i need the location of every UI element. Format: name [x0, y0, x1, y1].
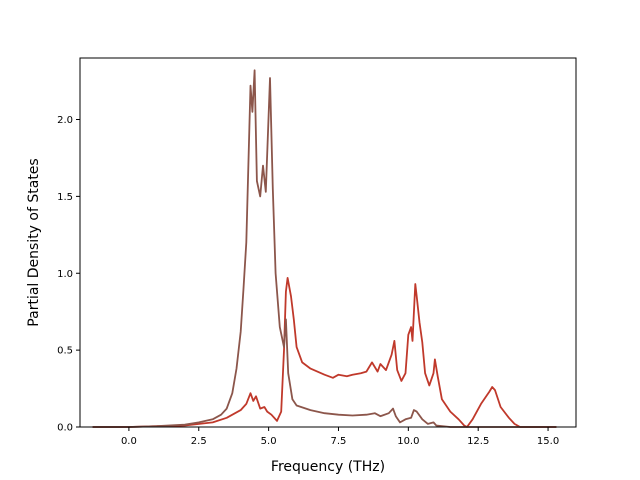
y-tick-label: 1.5 [57, 192, 73, 203]
x-tick-label: 0.0 [121, 436, 137, 447]
ticks-layer: 0.0 2.5 5.0 7.5 10.0 12.5 15.0 0.0 0.5 1.0 1.5 2.0 [57, 115, 559, 447]
plot-frame [79, 57, 577, 428]
x-tick-label: 10.0 [397, 436, 419, 447]
x-tick-label: 7.5 [331, 436, 347, 447]
y-axis-label: Partial Density of States [26, 158, 42, 326]
y-tick-label: 2.0 [57, 115, 73, 126]
y-tick-label: 1.0 [57, 269, 73, 280]
series-line-2 [92, 69, 557, 428]
y-tick-label: 0.5 [57, 346, 73, 357]
series-layer [92, 69, 557, 428]
x-axis-label: Frequency (THz) [271, 459, 385, 475]
x-tick-label: 15.0 [537, 436, 559, 447]
y-tick-label: 0.0 [57, 423, 73, 434]
x-tick-label: 5.0 [261, 436, 277, 447]
series-line-1 [92, 276, 557, 428]
x-tick-label: 2.5 [191, 436, 207, 447]
x-tick-label: 12.5 [467, 436, 489, 447]
